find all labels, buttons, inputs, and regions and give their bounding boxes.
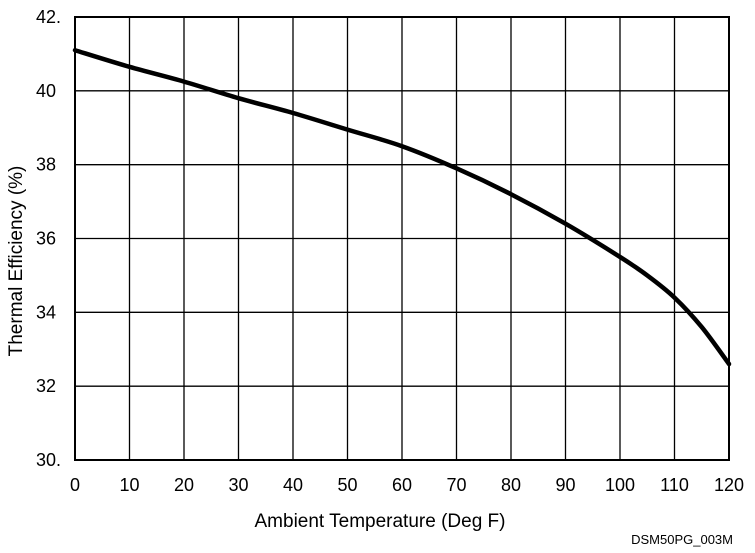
x-tick-label: 60 (392, 475, 412, 495)
x-tick-label: 0 (70, 475, 80, 495)
y-tick-label: 36 (36, 229, 56, 249)
y-tick-labels: 30. 32 34 36 38 40 42. (36, 7, 61, 470)
x-tick-label: 30 (228, 475, 248, 495)
y-tick-label: 38 (36, 155, 56, 175)
x-tick-label: 120 (714, 475, 744, 495)
efficiency-curve (72, 47, 732, 367)
x-tick-labels: 0 10 20 30 40 50 60 70 80 90 100 110 120 (70, 475, 744, 495)
x-tick-label: 20 (174, 475, 194, 495)
x-tick-label: 100 (605, 475, 635, 495)
y-tick-label: 34 (36, 302, 56, 322)
x-tick-label: 110 (660, 475, 689, 495)
x-tick-label: 50 (337, 475, 357, 495)
y-axis-title: Thermal Efficiency (%) (6, 166, 27, 357)
x-axis-title: Ambient Temperature (Deg F) (255, 511, 506, 532)
x-tick-label: 90 (555, 475, 575, 495)
y-tick-label: 42. (36, 7, 61, 27)
x-tick-label: 70 (446, 475, 466, 495)
figure-id: DSM50PG_003M (631, 532, 733, 547)
x-tick-label: 40 (283, 475, 303, 495)
x-tick-label: 80 (501, 475, 521, 495)
grid-lines (74, 16, 730, 461)
x-tick-label: 10 (119, 475, 139, 495)
y-tick-label: 32 (36, 376, 56, 396)
y-tick-label: 30. (36, 450, 61, 470)
plot-frame (74, 16, 730, 461)
y-tick-label: 40 (36, 81, 56, 101)
